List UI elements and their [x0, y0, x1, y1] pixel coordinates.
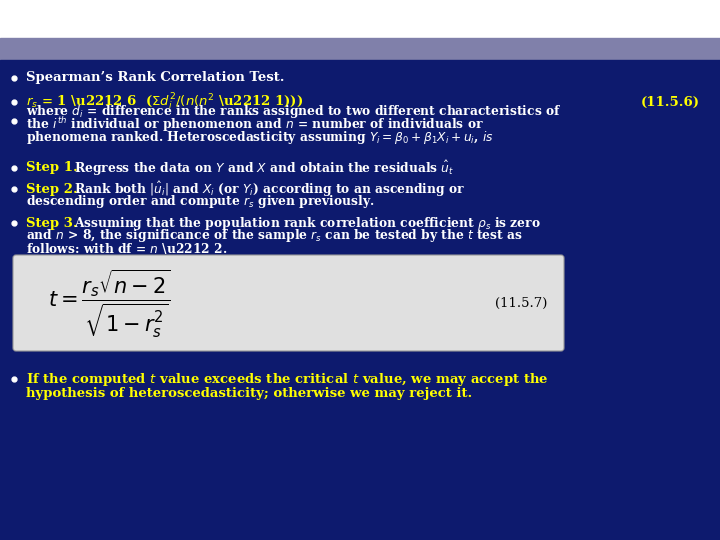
Text: and $n$ > 8, the significance of the sample $r_s$ can be tested by the $t$ test : and $n$ > 8, the significance of the sam… — [26, 227, 523, 245]
Text: where $d_i$ = difference in the ranks assigned to two different characteristics : where $d_i$ = difference in the ranks as… — [26, 104, 562, 120]
Text: Rank both $|\hat{u}_i|$ and $X_i$ (or $Y_i$) according to an ascending or: Rank both $|\hat{u}_i|$ and $X_i$ (or $Y… — [70, 179, 465, 199]
Text: (11.5.6): (11.5.6) — [641, 96, 700, 109]
Text: Spearman’s Rank Correlation Test.: Spearman’s Rank Correlation Test. — [26, 71, 284, 84]
Text: follows: with df = $n$ \u2212 2.: follows: with df = $n$ \u2212 2. — [26, 241, 228, 256]
Text: Step 2.: Step 2. — [26, 183, 78, 195]
Text: hypothesis of heteroscedasticity; otherwise we may reject it.: hypothesis of heteroscedasticity; otherw… — [26, 387, 472, 400]
Text: Assuming that the population rank correlation coefficient $\rho_s$ is zero: Assuming that the population rank correl… — [70, 214, 541, 232]
Bar — [0, 60, 720, 540]
FancyBboxPatch shape — [13, 255, 564, 351]
Text: (11.5.7): (11.5.7) — [495, 296, 547, 309]
Text: Step 1.: Step 1. — [26, 161, 78, 174]
Text: If the computed $t$ value exceeds the critical $t$ value, we may accept the: If the computed $t$ value exceeds the cr… — [26, 370, 549, 388]
Bar — [0, 38, 720, 60]
Text: descending order and compute $r_s$ given previously.: descending order and compute $r_s$ given… — [26, 193, 374, 211]
Bar — [0, 0, 720, 38]
Text: the $i^{th}$ individual or phenomenon and $n$ = number of individuals or: the $i^{th}$ individual or phenomenon an… — [26, 116, 484, 134]
Text: $t = \dfrac{r_s\sqrt{n-2}}{\sqrt{1-r_s^2}}$: $t = \dfrac{r_s\sqrt{n-2}}{\sqrt{1-r_s^2… — [48, 267, 171, 339]
Text: $r_s$ = 1 \u2212 6  ($\Sigma d^2_i/(n(n^2$ \u2212 1))): $r_s$ = 1 \u2212 6 ($\Sigma d^2_i/(n(n^2… — [26, 92, 303, 112]
Text: Regress the data on $Y$ and $X$ and obtain the residuals $\hat{u}_t$: Regress the data on $Y$ and $X$ and obta… — [70, 158, 454, 178]
Text: Step 3.: Step 3. — [26, 217, 78, 230]
Text: phenomena ranked. Heteroscedasticity assuming $Y_i = \beta_0 + \beta_1 X_i + u_i: phenomena ranked. Heteroscedasticity ass… — [26, 130, 494, 146]
